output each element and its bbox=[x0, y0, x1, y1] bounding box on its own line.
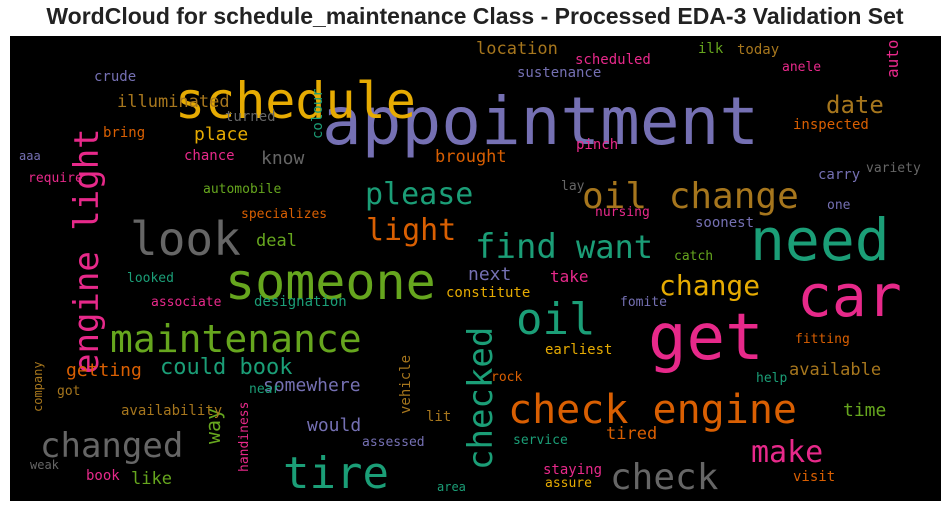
word-change: change bbox=[659, 269, 760, 302]
word-checked: checked bbox=[461, 327, 501, 470]
word-looked: looked bbox=[127, 271, 174, 286]
word-company: company bbox=[31, 361, 45, 412]
word-vehicle: vehicle bbox=[398, 355, 414, 414]
word-location: location bbox=[476, 39, 558, 59]
word-illuminated: illuminated bbox=[117, 92, 230, 112]
word-place: place bbox=[194, 124, 248, 145]
word-changed: changed bbox=[40, 426, 183, 466]
word-chance: chance bbox=[184, 148, 235, 164]
word-inspected: inspected bbox=[793, 117, 869, 133]
word-somewhere: somewhere bbox=[263, 375, 361, 396]
word-want: want bbox=[576, 228, 653, 266]
word-designation: designation bbox=[254, 294, 347, 310]
word-way: way bbox=[201, 408, 225, 444]
word-assessed: assessed bbox=[362, 435, 425, 450]
word-like: like bbox=[131, 469, 172, 489]
word-time: time bbox=[843, 400, 886, 421]
word-brought: brought bbox=[435, 147, 507, 167]
word-auto: auto bbox=[883, 39, 902, 78]
word-someone: someone bbox=[225, 253, 436, 311]
word-sustenance: sustenance bbox=[517, 65, 601, 81]
word-weak: weak bbox=[30, 458, 60, 472]
word-lit: lit bbox=[426, 409, 451, 425]
word-oil-change: oil change bbox=[582, 176, 799, 217]
word-car: car bbox=[797, 262, 902, 330]
word-near: near bbox=[249, 382, 280, 397]
word-look: look bbox=[130, 212, 241, 266]
word-colour: colour bbox=[310, 88, 326, 139]
word-one: one bbox=[827, 198, 851, 213]
word-tired: tired bbox=[606, 424, 657, 444]
word-light: light bbox=[366, 213, 456, 248]
word-require: require bbox=[28, 171, 83, 186]
word-carry: carry bbox=[818, 167, 860, 183]
word-catch: catch bbox=[674, 249, 713, 264]
word-associate: associate bbox=[151, 295, 222, 310]
word-nursing: nursing bbox=[595, 205, 650, 220]
word-got: got bbox=[57, 384, 80, 399]
word-maintenance: maintenance bbox=[110, 317, 362, 361]
word-ilk: ilk bbox=[698, 41, 724, 57]
word-need: need bbox=[750, 206, 890, 274]
word-today: today bbox=[737, 42, 779, 58]
word-get: get bbox=[648, 301, 764, 375]
word-turned: turned bbox=[225, 109, 276, 125]
word-take: take bbox=[550, 267, 589, 286]
word-available: available bbox=[789, 360, 881, 380]
word-book: book bbox=[86, 468, 120, 484]
word-fomite: fomite bbox=[620, 295, 667, 310]
word-visit: visit bbox=[793, 469, 835, 485]
word-variety: variety bbox=[866, 161, 921, 176]
word-rock: rock bbox=[491, 370, 522, 385]
word-aaa: aaa bbox=[19, 149, 41, 163]
word-earliest: earliest bbox=[545, 342, 612, 358]
word-constitute: constitute bbox=[446, 285, 530, 301]
word-check: check bbox=[610, 457, 719, 498]
word-handiness: handiness bbox=[237, 402, 252, 472]
word-deal: deal bbox=[256, 231, 297, 251]
word-would: would bbox=[307, 415, 361, 436]
word-help: help bbox=[756, 371, 787, 386]
word-next: next bbox=[468, 264, 511, 285]
word-specializes: specializes bbox=[241, 207, 327, 222]
word-make: make bbox=[751, 435, 823, 470]
word-area: area bbox=[437, 480, 466, 494]
word-assure: assure bbox=[545, 476, 592, 491]
word-getting: getting bbox=[66, 360, 142, 381]
word-engine-light: engine light bbox=[67, 128, 107, 374]
word-anele: anele bbox=[782, 60, 821, 75]
word-crude: crude bbox=[94, 69, 136, 85]
word-find: find bbox=[475, 227, 557, 267]
word-tire: tire bbox=[283, 448, 389, 499]
word-cloud: appointment schedule need car get engine ligh… bbox=[10, 36, 941, 501]
word-bring: bring bbox=[103, 125, 145, 141]
word-know: know bbox=[261, 148, 305, 169]
word-scheduled: scheduled bbox=[575, 52, 651, 68]
word-service: service bbox=[513, 433, 568, 448]
word-appointment: appointment bbox=[322, 83, 759, 160]
word-check-engine: check engine bbox=[508, 387, 797, 433]
word-staying: staying bbox=[543, 462, 602, 478]
word-pinch: pinch bbox=[576, 137, 618, 153]
word-could-book: could book bbox=[160, 355, 292, 380]
word-lay: lay bbox=[561, 179, 585, 194]
word-availability: availability bbox=[121, 403, 222, 419]
word-automobile: automobile bbox=[203, 182, 281, 197]
word-schedule: schedule bbox=[175, 72, 416, 130]
chart-title: WordCloud for schedule_maintenance Class… bbox=[46, 3, 904, 29]
word-please: please bbox=[365, 177, 473, 212]
word-fitting: fitting bbox=[795, 332, 850, 347]
word-soonest: soonest bbox=[695, 215, 754, 231]
word-date: date bbox=[826, 91, 884, 119]
word-oil: oil bbox=[516, 294, 595, 345]
